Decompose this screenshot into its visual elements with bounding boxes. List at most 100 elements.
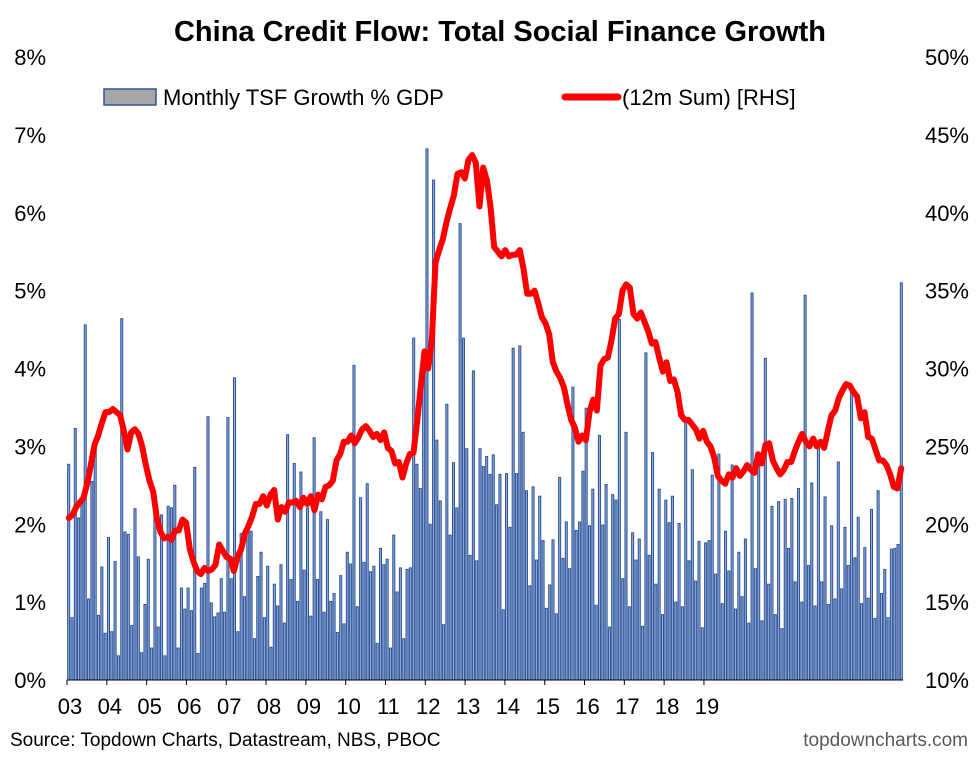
bar xyxy=(534,559,538,681)
bar xyxy=(269,646,273,681)
bar xyxy=(173,484,177,681)
bar xyxy=(83,324,87,681)
bar xyxy=(551,539,555,681)
bar xyxy=(856,516,860,681)
bar xyxy=(591,488,595,681)
bar xyxy=(850,388,854,681)
bar xyxy=(843,526,847,681)
bar xyxy=(352,364,356,681)
bar xyxy=(853,557,857,681)
bar xyxy=(209,602,213,681)
bar xyxy=(601,524,605,681)
bar xyxy=(213,616,217,681)
x-tick-label: 11 xyxy=(377,694,400,719)
bar xyxy=(883,568,887,681)
source-note: Source: Topdown Charts, Datastream, NBS,… xyxy=(10,730,441,751)
bar xyxy=(116,655,120,681)
bar xyxy=(196,653,200,681)
bar xyxy=(654,583,658,681)
bar xyxy=(733,608,738,681)
bar xyxy=(183,608,187,681)
bar xyxy=(272,583,276,681)
bar xyxy=(130,624,134,681)
bar xyxy=(412,337,416,681)
bar xyxy=(866,597,870,681)
bar xyxy=(727,570,731,681)
bar xyxy=(631,532,635,681)
bar xyxy=(362,561,366,681)
legend-bar-swatch xyxy=(103,88,157,106)
bar xyxy=(717,453,721,681)
left-tick-label: 3% xyxy=(14,434,46,459)
x-tick-label: 04 xyxy=(98,694,122,719)
bar xyxy=(193,466,197,681)
right-tick-label: 50% xyxy=(925,45,969,70)
bar xyxy=(262,617,266,681)
bar xyxy=(342,623,346,681)
bar xyxy=(206,416,210,681)
bar xyxy=(707,540,711,681)
bar xyxy=(349,563,353,681)
bar xyxy=(869,508,874,681)
bar xyxy=(578,521,582,681)
bar xyxy=(468,554,472,681)
bar xyxy=(677,522,681,681)
bar xyxy=(760,620,764,681)
legend-line-label: (12m Sum) [RHS] xyxy=(622,85,796,110)
right-tick-label: 20% xyxy=(925,512,969,537)
bar xyxy=(647,554,651,681)
bar xyxy=(541,540,545,681)
x-tick-label: 19 xyxy=(695,694,719,719)
bar xyxy=(800,601,804,681)
bar xyxy=(720,603,724,681)
bar xyxy=(339,575,343,681)
bar xyxy=(521,431,525,681)
bar xyxy=(611,494,615,681)
x-tick-label: 10 xyxy=(336,694,360,719)
bar xyxy=(133,508,137,681)
bar xyxy=(223,611,227,681)
bar xyxy=(365,483,369,681)
bar xyxy=(617,318,621,681)
bar xyxy=(438,500,442,681)
x-tick-label: 06 xyxy=(177,694,201,719)
bar xyxy=(229,578,233,681)
bar xyxy=(644,352,648,681)
bar xyxy=(103,632,107,681)
bar xyxy=(372,565,376,681)
bar xyxy=(714,573,718,681)
bar xyxy=(189,610,193,681)
bar xyxy=(355,606,359,681)
bar xyxy=(488,473,492,681)
bar xyxy=(604,484,608,681)
bar xyxy=(730,464,734,681)
bar xyxy=(501,609,505,681)
right-tick-label: 30% xyxy=(925,357,969,382)
bar xyxy=(448,534,452,681)
bar xyxy=(256,575,260,681)
bar xyxy=(100,566,104,681)
bar xyxy=(322,611,326,681)
right-tick-label: 40% xyxy=(925,201,969,226)
left-tick-label: 1% xyxy=(14,590,46,615)
bar xyxy=(660,614,665,681)
right-tick-label: 15% xyxy=(925,590,969,615)
bar xyxy=(219,578,223,681)
bar xyxy=(163,655,167,681)
bar xyxy=(723,530,728,681)
bar xyxy=(863,547,867,681)
bar xyxy=(813,605,817,681)
bar xyxy=(747,622,751,681)
bar xyxy=(737,551,741,681)
bar xyxy=(820,581,824,681)
bar xyxy=(332,593,336,681)
bar xyxy=(435,439,439,681)
bar xyxy=(597,434,601,681)
x-tick-label: 09 xyxy=(297,694,321,719)
bar xyxy=(266,565,270,681)
bar xyxy=(879,593,883,681)
bar xyxy=(889,548,893,681)
bar xyxy=(87,598,91,681)
